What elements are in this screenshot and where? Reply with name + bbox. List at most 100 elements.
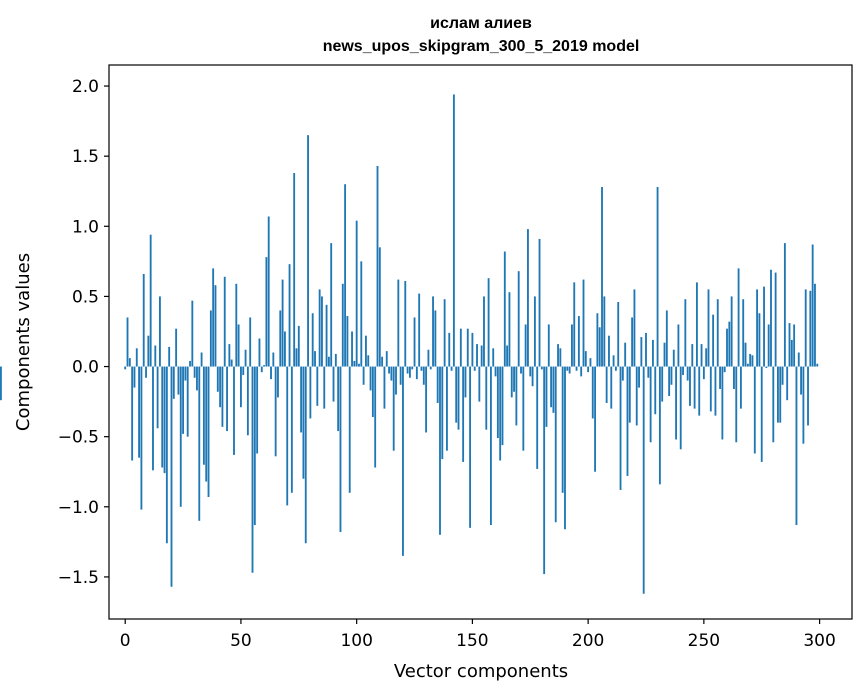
bar-component-120 (402, 366, 404, 556)
bar-component-70 (286, 366, 289, 506)
bar-component-61 (265, 257, 268, 367)
bar-component-91 (334, 353, 337, 367)
bar-component-62 (267, 216, 270, 367)
bar-component-109 (376, 165, 379, 367)
bar-component-118 (397, 279, 400, 367)
bar-component-253 (709, 366, 712, 412)
bar-component-161 (496, 366, 499, 439)
bar-component-111 (381, 356, 384, 367)
bar-component-11 (149, 234, 152, 367)
bar-component-12 (152, 366, 154, 471)
bar-component-194 (573, 282, 576, 367)
bar-component-14 (156, 366, 159, 429)
bar-component-214 (619, 366, 622, 490)
bar-component-281 (774, 272, 777, 367)
bar-component-287 (788, 323, 791, 367)
bar-component-128 (420, 366, 423, 371)
bar-component-246 (693, 366, 696, 409)
bar-component-177 (533, 296, 536, 367)
bar-component-154 (480, 345, 483, 367)
bar-component-0 (124, 366, 127, 370)
bar-component-49 (237, 324, 240, 367)
bar-component-256 (716, 299, 719, 367)
bar-component-175 (529, 366, 532, 377)
x-axis-label: Vector components (394, 661, 568, 682)
bar-component-179 (538, 238, 541, 367)
bar-component-3 (131, 366, 134, 461)
x-tick-label: 250 (688, 631, 720, 651)
bar-component-33 (200, 352, 203, 367)
bar-component-293 (802, 366, 805, 444)
bar-component-130 (425, 366, 428, 433)
bar-component-182 (545, 366, 548, 427)
bar-component-205 (598, 327, 601, 367)
bar-component-243 (686, 366, 689, 381)
bar-component-211 (612, 355, 615, 367)
bar-component-97 (348, 366, 351, 493)
bar-component-278 (767, 324, 770, 367)
bar-component-180 (540, 366, 543, 370)
bar-component-212 (614, 366, 617, 371)
chart-subtitle: news_upos_skipgram_300_5_2019 model (323, 38, 640, 55)
bar-component-159 (492, 348, 495, 367)
bar-component-71 (288, 264, 291, 367)
bar-component-150 (471, 332, 474, 367)
bar-component-27 (186, 366, 189, 437)
bar-component-178 (536, 366, 539, 469)
bar-component-139 (446, 366, 448, 451)
bar-component-136 (439, 366, 441, 535)
bar-component-147 (464, 366, 467, 398)
y-tick-label: 1.5 (72, 147, 99, 167)
bar-component-169 (515, 366, 518, 426)
bar-component-193 (571, 324, 573, 367)
bar-component-37 (209, 310, 212, 367)
bar-component-24 (179, 366, 182, 507)
bar-component-102 (360, 261, 363, 367)
bar-component-138 (443, 299, 446, 367)
x-tick-label: 0 (120, 631, 131, 651)
bar-component-18 (165, 366, 168, 544)
bar-component-220 (633, 289, 636, 367)
bar-component-112 (383, 366, 386, 409)
bar-component-149 (469, 366, 472, 528)
bar-component-245 (691, 344, 694, 367)
y-axis-ticks: −1.5 −1.0 −0.5 0.0 0.5 1.0 1.5 2.0 (58, 77, 109, 588)
bar-component-4 (133, 366, 136, 388)
bar-component-279 (770, 269, 772, 367)
bar-component-20 (170, 366, 173, 587)
bar-component-225 (645, 332, 647, 367)
bar-component-103 (362, 366, 365, 385)
bar-component-35 (205, 366, 208, 482)
bar-component-53 (246, 366, 249, 436)
bar-component-239 (677, 324, 680, 367)
bar-component-176 (531, 366, 534, 387)
bar-component-187 (557, 344, 559, 367)
bar-component-195 (575, 366, 578, 371)
bar-component-22 (175, 328, 178, 367)
bar-component-188 (559, 348, 562, 367)
bar-component-92 (337, 366, 340, 432)
bar-component-152 (476, 344, 478, 367)
bar-component-104 (365, 335, 367, 367)
bar-component-83 (316, 366, 319, 406)
chart-title: ислам алиев (430, 15, 532, 32)
y-tick-label: −1.5 (58, 568, 99, 588)
bar-component-223 (640, 337, 643, 367)
bar-component-105 (367, 355, 370, 367)
bar-component-90 (332, 366, 335, 402)
bar-component-137 (441, 366, 444, 460)
bar-component-23 (177, 366, 180, 395)
bar-component-241 (682, 366, 684, 375)
bar-component-265 (737, 268, 740, 367)
bar-component-254 (712, 314, 715, 367)
bar-component-153 (478, 366, 481, 402)
bar-component-186 (554, 366, 557, 523)
bar-component-131 (427, 349, 430, 367)
bar-component-217 (626, 366, 629, 476)
bar-component-140 (448, 332, 451, 367)
bar-component-162 (499, 366, 502, 461)
bar-component-86 (323, 366, 326, 409)
bar-component-165 (506, 345, 509, 367)
bar-component-236 (670, 366, 673, 385)
bar-component-89 (330, 243, 333, 367)
